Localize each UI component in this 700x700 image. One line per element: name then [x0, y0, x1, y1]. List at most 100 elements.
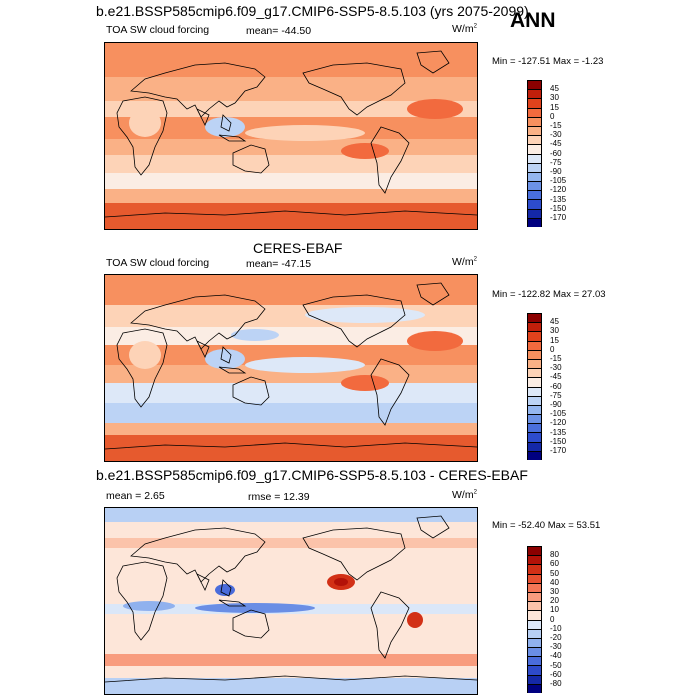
colorbar-tick-label: 15 — [550, 102, 559, 112]
panel2-mean: mean= -47.15 — [246, 258, 312, 270]
colorbar-cell — [527, 98, 542, 108]
panel1-heading: b.e21.BSSP585cmip6.f09_g17.CMIP6-SSP5-8.… — [96, 3, 529, 19]
colorbar-tick-label: -150 — [550, 436, 567, 446]
colorbar-tick-label: -45 — [550, 139, 562, 149]
colorbar-cell — [527, 322, 542, 332]
colorbar-cell — [527, 153, 542, 163]
colorbar-cell — [527, 564, 542, 574]
colorbar-tick-label: -30 — [550, 642, 562, 652]
colorbar-cell — [527, 377, 542, 387]
colorbar-cell — [527, 358, 542, 369]
panel3-mean: mean = 2.65 — [106, 490, 165, 502]
panel2-heading: CERES-EBAF — [253, 240, 343, 256]
colorbar-tick-label: -120 — [550, 185, 567, 195]
colorbar-cell — [527, 199, 542, 209]
colorbar-cell — [527, 171, 542, 182]
colorbar-cell — [527, 628, 542, 638]
colorbar-cell — [527, 217, 542, 227]
colorbar-tick-label: 30 — [550, 326, 559, 336]
colorbar-tick-label: -90 — [550, 167, 562, 176]
colorbar-tick-label: 0 — [550, 344, 555, 354]
panel1-variable: TOA SW cloud forcing — [106, 24, 210, 36]
colorbar-tick-label: -40 — [550, 651, 562, 661]
colorbar-tick-label: -170 — [550, 213, 567, 222]
colorbar-cell — [527, 116, 542, 126]
colorbar-cell — [527, 601, 542, 611]
colorbar-cell — [527, 619, 542, 629]
colorbar-cell — [527, 395, 542, 405]
colorbar-cell — [527, 582, 542, 592]
panel1-units: W/m2 — [452, 23, 477, 35]
colorbar-tick-label: 40 — [550, 577, 559, 587]
colorbar-cell — [527, 331, 542, 341]
units-base: W/m — [452, 489, 474, 501]
panel3-units: W/m2 — [452, 489, 477, 501]
colorbar-tick-label: -45 — [550, 372, 562, 382]
panel3-map — [104, 507, 478, 695]
colorbar-cell — [527, 404, 542, 415]
colorbar-cell — [527, 349, 542, 359]
colorbar-cell — [527, 665, 542, 675]
colorbar-cell — [527, 423, 542, 433]
colorbar-tick-label: 30 — [550, 587, 559, 596]
colorbar-cell — [527, 208, 542, 218]
colorbar-tick-label: 20 — [550, 596, 559, 606]
panel1-mean: mean= -44.50 — [246, 25, 312, 37]
colorbar-tick-label: -15 — [550, 121, 562, 130]
colorbar-cell — [527, 190, 542, 200]
colorbar-tick-label: 10 — [550, 605, 559, 615]
colorbar-tick-label: 0 — [550, 614, 555, 624]
colorbar-tick-label: -15 — [550, 354, 562, 363]
units-exponent: 2 — [473, 489, 477, 496]
colorbar-cell — [527, 386, 542, 396]
colorbar-cell — [527, 313, 542, 323]
colorbar-tick-label: -50 — [550, 660, 562, 670]
colorbar-cell — [527, 647, 542, 657]
units-base: W/m — [452, 23, 474, 35]
colorbar-tick-label: -75 — [550, 390, 562, 400]
colorbar-cell — [527, 591, 542, 602]
colorbar-cell — [527, 573, 542, 583]
colorbar-tick-label: -30 — [550, 363, 562, 373]
colorbar-tick-label: -30 — [550, 130, 562, 140]
panel2-variable: TOA SW cloud forcing — [106, 257, 210, 269]
colorbar-cell — [527, 340, 542, 350]
colorbar-cell — [527, 555, 542, 565]
panel3-minmax: Min = -52.40 Max = 53.51 — [492, 520, 601, 531]
panel2-units: W/m2 — [452, 256, 477, 268]
colorbar-tick-label: 0 — [550, 111, 555, 121]
colorbar-tick-label: -20 — [550, 633, 562, 642]
colorbar-tick-label: -105 — [550, 176, 567, 186]
colorbar-cell — [527, 610, 542, 620]
panel2-colorbar: 45 30 15 0 -15 -30 -45 -60 -75 -90 -105 -120 -135 -15… — [527, 313, 566, 460]
panel1-minmax: Min = -127.51 Max = -1.23 — [492, 56, 604, 67]
panel3-colorbar: 80 60 50 40 30 20 10 0 -10 -20 -30 -40 -50 -60 -80 — [527, 546, 562, 693]
season-label: ANN — [510, 9, 556, 32]
colorbar-tick-label: 60 — [550, 559, 559, 569]
colorbar-cell — [527, 181, 542, 191]
colorbar-cell — [527, 125, 542, 136]
colorbar-tick-label: 50 — [550, 568, 559, 578]
colorbar-tick-label: -60 — [550, 148, 562, 158]
colorbar-tick-label: -120 — [550, 418, 567, 428]
units-exponent: 2 — [473, 23, 477, 30]
colorbar-cell — [527, 89, 542, 99]
colorbar-tick-label: -60 — [550, 669, 562, 679]
colorbar-tick-label: -170 — [550, 446, 567, 455]
colorbar-cell — [527, 368, 542, 378]
colorbar-tick-label: -10 — [550, 623, 562, 633]
colorbar-tick-label: 15 — [550, 335, 559, 345]
colorbar-cell — [527, 546, 542, 556]
colorbar-cell — [527, 683, 542, 693]
colorbar-cell — [527, 674, 542, 684]
colorbar-cell — [527, 135, 542, 145]
colorbar-tick-label: -135 — [550, 427, 567, 437]
units-base: W/m — [452, 256, 474, 268]
colorbar-cell — [527, 80, 542, 90]
colorbar-tick-label: 45 — [550, 317, 559, 327]
colorbar-tick-label: -60 — [550, 381, 562, 391]
colorbar-cell — [527, 144, 542, 154]
colorbar-cell — [527, 637, 542, 648]
colorbar-tick-label: -135 — [550, 194, 567, 204]
panel1-colorbar: 45 30 15 0 -15 -30 -45 -60 -75 -90 -105 -120 -135 -15… — [527, 80, 566, 227]
